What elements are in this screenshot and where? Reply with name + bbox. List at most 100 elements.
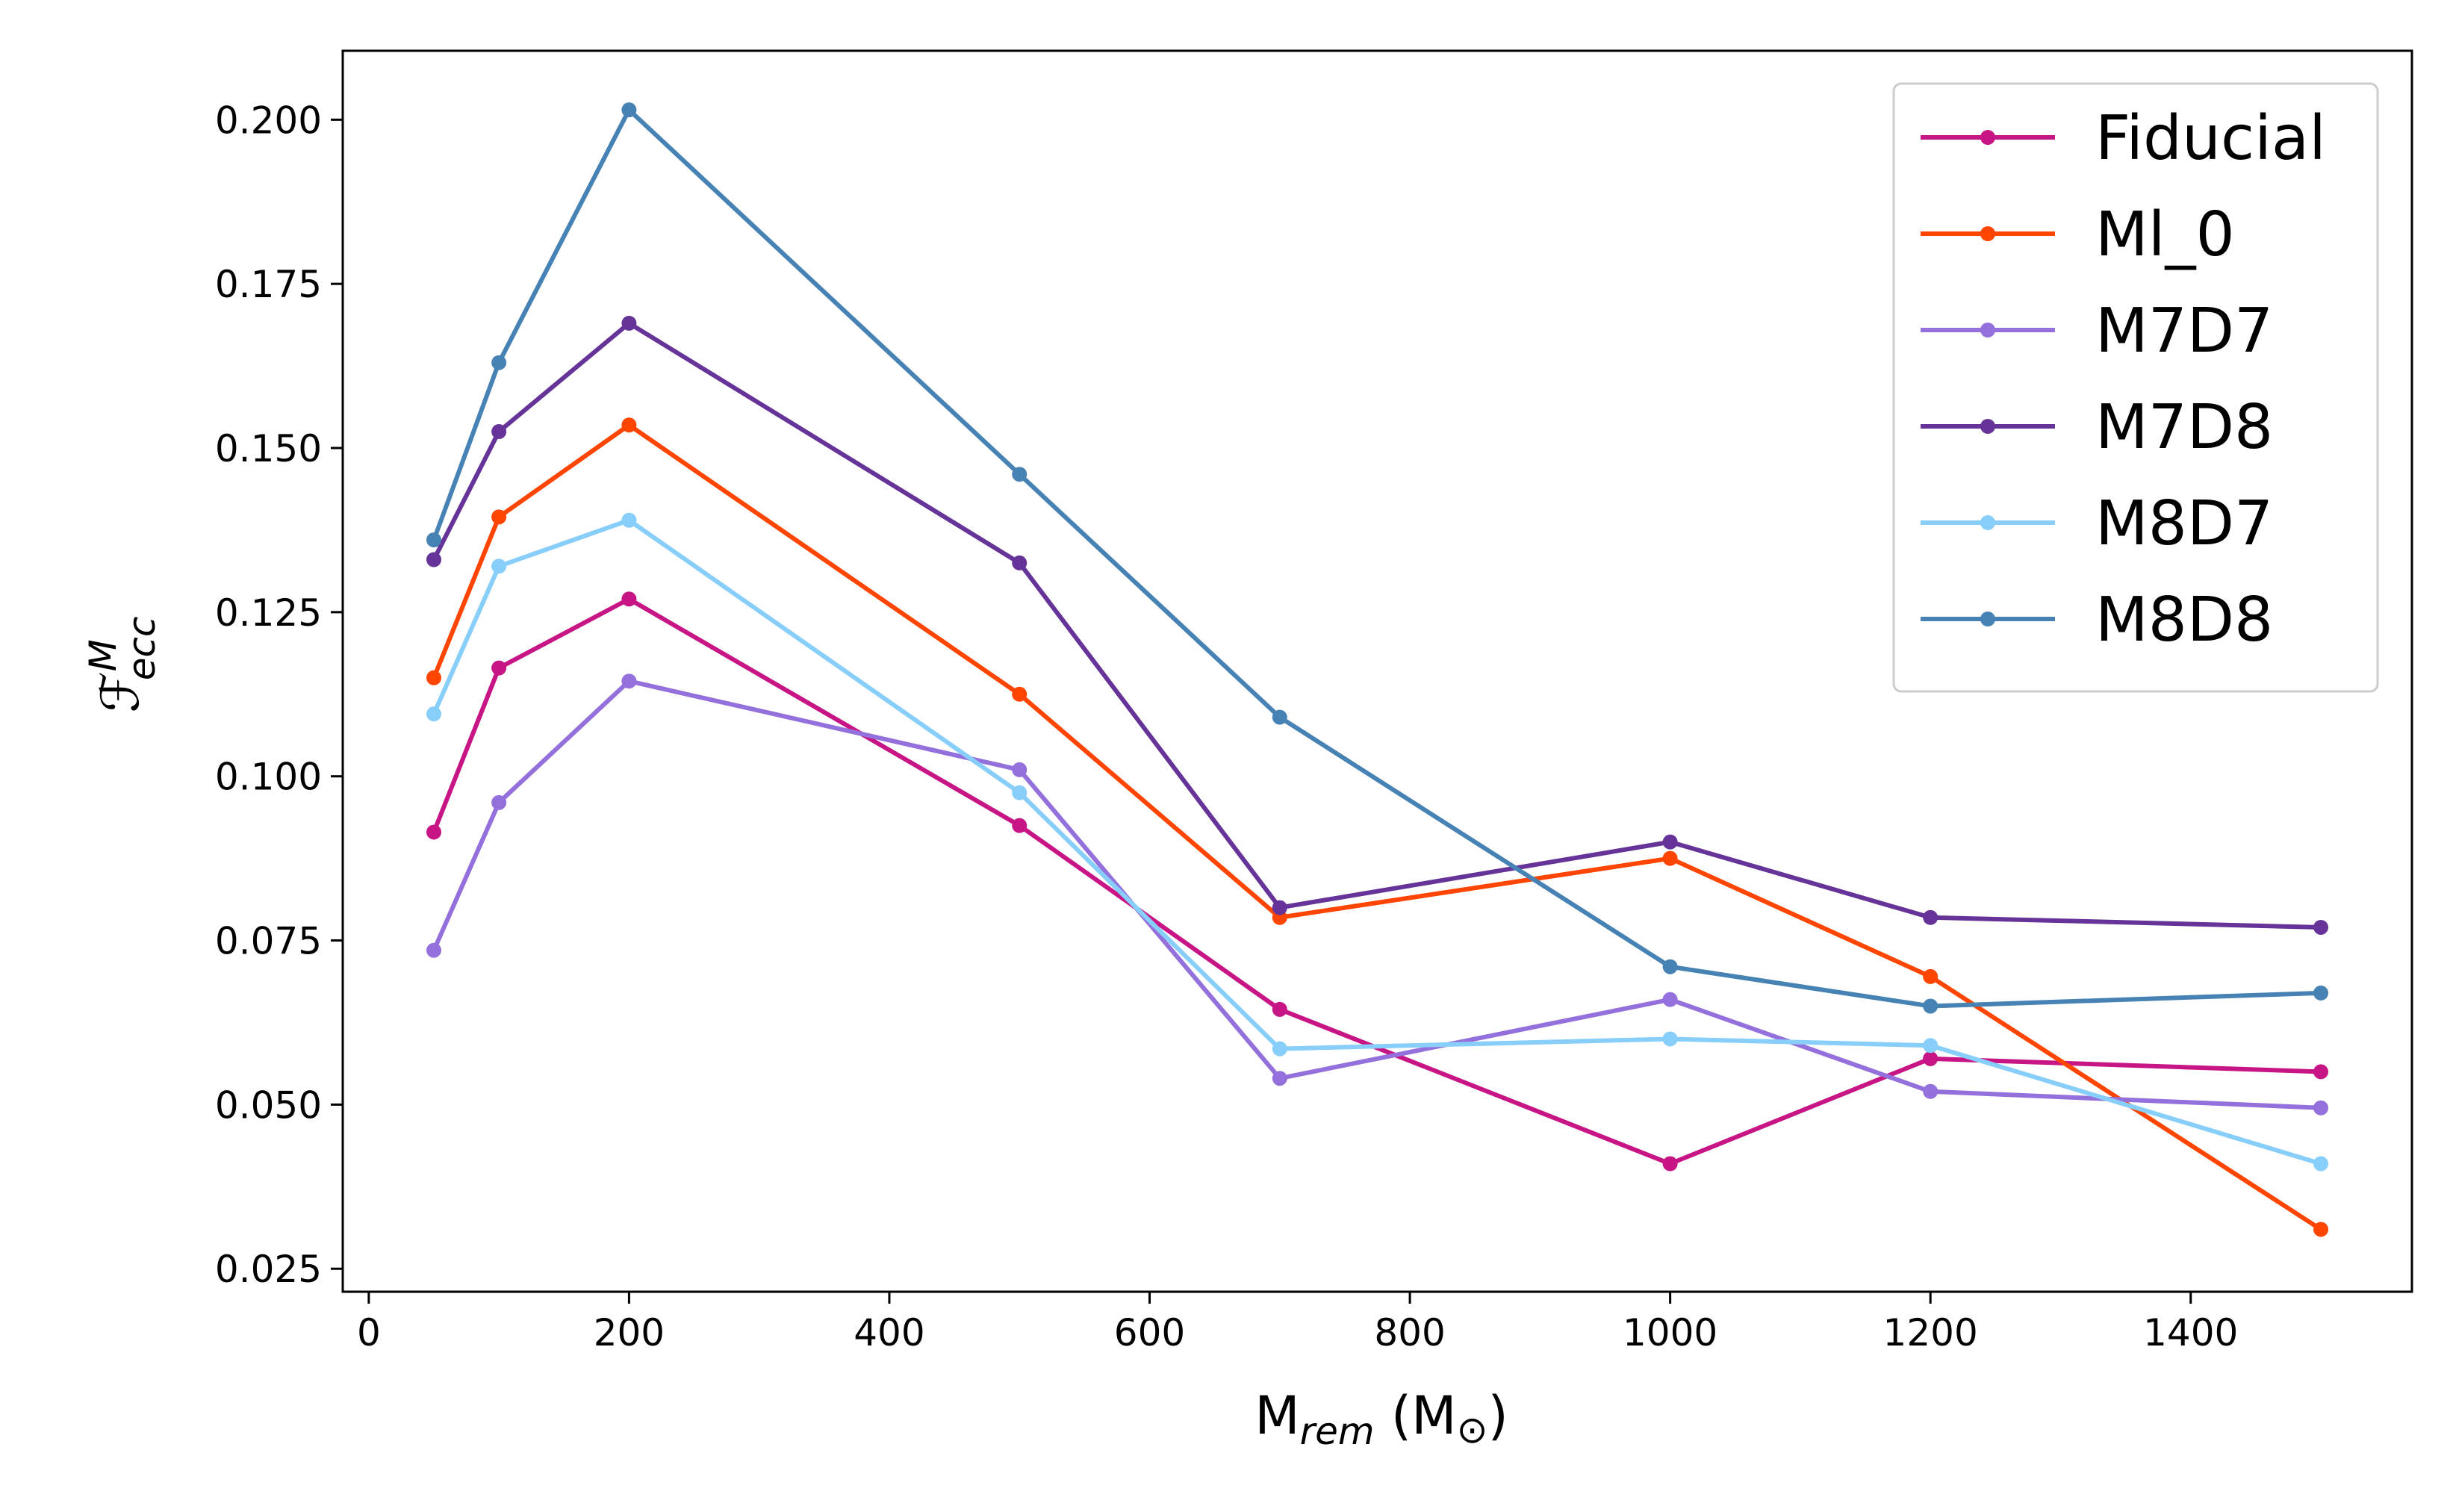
- x-axis-label: Mrem (M⊙): [1255, 1385, 1508, 1453]
- y-tick-label: 0.150: [215, 427, 322, 470]
- series-ml-0: [426, 417, 2329, 1237]
- x-axis-label-unit-symbol: ⊙: [1457, 1408, 1488, 1452]
- x-tick-label: 400: [854, 1311, 924, 1354]
- x-tick-label: 800: [1374, 1311, 1445, 1354]
- data-point-m7d7: [621, 673, 637, 689]
- data-point-m8d7: [1272, 1041, 1287, 1057]
- y-axis: 0.025 0.050 0.075 0.100 0.125 0.150 0.175 0.200: [215, 99, 343, 1291]
- data-point-ml-0: [2313, 1222, 2329, 1237]
- data-point-m8d8: [2313, 985, 2329, 1001]
- series-line-ml-0: [432, 423, 2322, 1231]
- data-point-fiducial: [2313, 1064, 2329, 1080]
- legend-item-m7d8: M7D8: [1921, 392, 2273, 463]
- data-point-m8d8: [491, 355, 507, 370]
- data-point-m8d7: [1012, 785, 1027, 800]
- data-point-m7d8: [621, 315, 637, 331]
- x-tick-label: 0: [357, 1311, 381, 1354]
- series-line-m7d8: [432, 320, 2322, 930]
- legend-swatch-marker: [1980, 419, 1995, 434]
- x-axis-label-sub: rem: [1300, 1410, 1375, 1453]
- data-point-m8d7: [491, 559, 507, 574]
- data-point-ml-0: [426, 670, 441, 685]
- data-point-fiducial: [1272, 1001, 1287, 1017]
- legend-label: M7D8: [2095, 392, 2273, 463]
- series-m7d8: [426, 315, 2329, 935]
- data-point-m8d7: [2313, 1156, 2329, 1172]
- data-point-m7d8: [491, 424, 507, 440]
- series-m7d7: [426, 673, 2329, 1116]
- x-tick-label: 1000: [1623, 1311, 1717, 1354]
- data-point-m7d7: [426, 942, 441, 958]
- legend-label: M8D8: [2095, 585, 2273, 656]
- data-point-m7d7: [1662, 992, 1678, 1007]
- data-point-m7d7: [1923, 1083, 1939, 1099]
- x-axis-label-unit-close: ): [1488, 1385, 1508, 1446]
- legend-swatch-marker: [1980, 515, 1995, 530]
- y-tick-label: 0.175: [215, 263, 322, 306]
- series-m8d7: [426, 512, 2329, 1172]
- data-point-ml-0: [1012, 686, 1027, 702]
- data-point-m7d8: [1923, 909, 1939, 925]
- plot-frame: [341, 49, 2413, 1293]
- legend-swatch-marker: [1980, 323, 1995, 337]
- data-point-m7d7: [491, 794, 507, 810]
- x-tick-label: 200: [594, 1311, 665, 1354]
- data-point-m8d8: [621, 102, 637, 118]
- data-point-m7d7: [1012, 762, 1027, 777]
- data-point-fiducial: [1012, 818, 1027, 833]
- legend-item-m8d8: M8D8: [1921, 585, 2273, 656]
- x-axis-label-unit-open: (M: [1375, 1385, 1457, 1446]
- plot-area: [426, 102, 2329, 1237]
- y-axis-label-sub: ecc: [120, 617, 164, 681]
- y-tick-label: 0.125: [215, 591, 322, 635]
- legend-label: M7D7: [2095, 296, 2273, 367]
- data-point-m8d7: [621, 512, 637, 528]
- data-point-m7d7: [2313, 1100, 2329, 1116]
- data-point-ml-0: [1662, 850, 1678, 866]
- x-tick-label: 600: [1114, 1311, 1185, 1354]
- legend: Fiducial Ml_0 M7D7 M7D8 M8D7 M8D8: [1892, 82, 2379, 693]
- legend-item-ml-0: Ml_0: [1921, 199, 2235, 270]
- data-point-m7d8: [1012, 555, 1027, 570]
- y-axis-label-sup: M: [81, 639, 125, 671]
- data-point-fiducial: [491, 660, 507, 676]
- y-tick-label: 0.100: [215, 756, 322, 799]
- series-line-m7d7: [432, 679, 2322, 1110]
- data-point-m7d8: [1272, 900, 1287, 915]
- x-tick-label: 1200: [1883, 1311, 1978, 1354]
- data-point-m8d8: [1012, 467, 1027, 482]
- x-axis: 0 200 400 600 800 1000 1200 1400: [357, 1292, 2238, 1354]
- data-point-m8d8: [426, 532, 441, 548]
- data-point-ml-0: [1923, 968, 1939, 984]
- y-axis-label: ℱMecc: [81, 617, 164, 713]
- data-point-ml-0: [491, 509, 507, 525]
- data-point-m8d7: [1662, 1031, 1678, 1047]
- y-axis-label-main: ℱ: [90, 671, 151, 712]
- legend-label: Ml_0: [2095, 199, 2235, 270]
- data-point-fiducial: [426, 824, 441, 840]
- legend-swatch-marker: [1980, 130, 1995, 145]
- data-point-m8d7: [426, 706, 441, 722]
- data-point-m8d7: [1923, 1038, 1939, 1054]
- x-axis-label-main: M: [1255, 1385, 1299, 1446]
- y-tick-label: 0.025: [215, 1248, 322, 1291]
- series-line-m8d8: [432, 108, 2322, 1009]
- data-point-m8d8: [1923, 998, 1939, 1014]
- data-point-fiducial: [1662, 1156, 1678, 1172]
- data-point-m7d8: [426, 552, 441, 567]
- data-point-m7d7: [1272, 1071, 1287, 1086]
- legend-swatch-marker: [1980, 612, 1995, 626]
- data-point-fiducial: [1923, 1051, 1939, 1066]
- legend-item-m7d7: M7D7: [1921, 296, 2273, 367]
- series-m8d8: [426, 102, 2329, 1014]
- legend-item-m8d7: M8D7: [1921, 488, 2273, 559]
- data-point-fiducial: [621, 591, 637, 607]
- legend-label: M8D7: [2095, 488, 2273, 559]
- legend-label: Fiducial: [2095, 103, 2326, 174]
- series-line-m8d7: [432, 517, 2322, 1166]
- y-tick-label: 0.075: [215, 920, 322, 963]
- data-point-m7d8: [1662, 834, 1678, 850]
- legend-item-fiducial: Fiducial: [1921, 103, 2326, 174]
- data-point-ml-0: [621, 417, 637, 433]
